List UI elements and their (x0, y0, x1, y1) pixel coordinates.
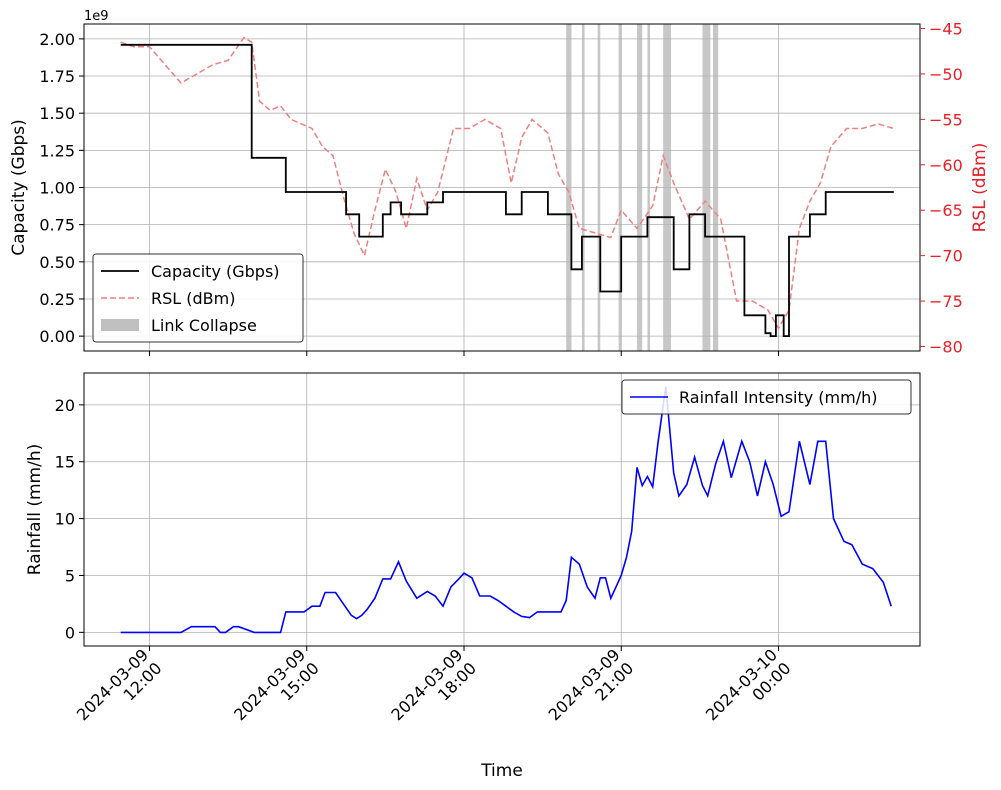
rsl-tick-label-2: −70 (929, 247, 963, 266)
rainfall-tick-label-3: 15 (55, 453, 75, 472)
legend-rsl-label: RSL (dBm) (151, 289, 235, 308)
top-panel: 0.00 0.25 0.50 0.75 1.00 1.25 1.50 1.75 2.00 −80… (9, 9, 990, 356)
legend-collapse-label: Link Collapse (151, 316, 257, 335)
rainfall-tick-label-2: 10 (55, 510, 75, 529)
top-x-ticks (149, 351, 779, 356)
capacity-tick-label-5: 1.25 (39, 141, 75, 160)
legend-rainfall-label: Rainfall Intensity (mm/h) (679, 388, 877, 407)
rsl-tick-label-1: −75 (929, 292, 963, 311)
capacity-offset-text: 1e9 (84, 9, 109, 24)
capacity-tick-label-2: 0.50 (39, 253, 75, 272)
rainfall-tick-label-1: 5 (65, 566, 75, 585)
rsl-tick-label-5: −55 (929, 110, 963, 129)
capacity-tick-label-7: 1.75 (39, 67, 75, 86)
capacity-tick-label-1: 0.25 (39, 290, 75, 309)
rainfall-series-line (120, 386, 892, 634)
rsl-tick-label-7: −45 (929, 20, 963, 39)
top-legend: Capacity (Gbps) RSL (dBm) Link Collapse (92, 253, 304, 343)
capacity-tick-label-8: 2.00 (39, 30, 75, 49)
rainfall-tick-label-4: 20 (55, 396, 75, 415)
capacity-series-line (120, 43, 894, 337)
rainfall-axis-label: Rainfall (mm/h) (25, 444, 45, 576)
legend-collapse-swatch (101, 319, 139, 331)
capacity-tick-label-6: 1.50 (39, 104, 75, 123)
capacity-axis-label: Capacity (Gbps) (9, 119, 29, 256)
capacity-axis-ticks: 0.00 0.25 0.50 0.75 1.00 1.25 1.50 1.75 2.00 (39, 30, 84, 346)
top-legend-box (92, 253, 304, 343)
bottom-plot-frame (83, 372, 921, 647)
capacity-tick-label-3: 0.75 (39, 216, 75, 235)
bottom-legend: Rainfall Intensity (mm/h) (621, 379, 912, 415)
rsl-tick-label-4: −60 (929, 156, 963, 175)
capacity-tick-label-0: 0.00 (39, 327, 75, 346)
rsl-series-line (120, 36, 895, 330)
capacity-tick-label-4: 1.00 (39, 179, 75, 198)
rsl-tick-label-0: −80 (929, 337, 963, 356)
legend-capacity-label: Capacity (Gbps) (151, 262, 280, 281)
rainfall-axis-ticks: 0 5 10 15 20 (55, 396, 84, 642)
rsl-axis-label: RSL (dBm) (970, 143, 990, 233)
rsl-axis-ticks: −80 −75 −70 −65 −60 −55 −50 −45 (920, 20, 963, 356)
rsl-tick-label-6: −50 (929, 65, 963, 84)
time-axis-label: Time (480, 761, 523, 781)
rainfall-tick-label-0: 0 (65, 623, 75, 642)
bottom-legend-box (621, 379, 912, 415)
rsl-tick-label-3: −65 (929, 201, 963, 220)
